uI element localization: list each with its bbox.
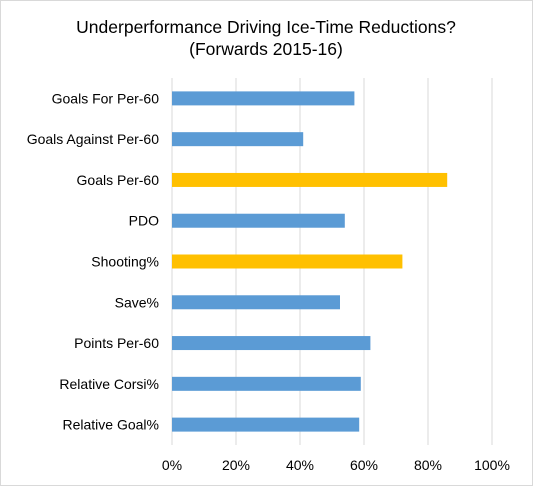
x-tick-labels: 0% 20% 40% 60% 80% 100% [162, 457, 510, 473]
x-tick-label: 40% [286, 457, 314, 473]
x-tick-label: 80% [414, 457, 442, 473]
category-labels: Goals For Per-60 Goals Against Per-60 Goal… [27, 90, 160, 432]
bar [172, 91, 355, 106]
bar [172, 376, 361, 391]
x-tick-label: 20% [222, 457, 250, 473]
category-label: Save% [115, 294, 159, 310]
category-label: Relative Goal% [63, 417, 160, 433]
chart-title: Underperformance Driving Ice-Time Reduct… [76, 17, 456, 37]
category-label: Shooting% [91, 254, 159, 270]
bar [172, 213, 345, 228]
bar [172, 295, 340, 310]
bar [172, 336, 371, 351]
bars [172, 91, 448, 432]
category-label: Goals Against Per-60 [27, 131, 160, 147]
chart-subtitle: (Forwards 2015-16) [189, 39, 343, 59]
bar [172, 172, 448, 187]
bar [172, 132, 304, 147]
category-label: Goals For Per-60 [52, 90, 160, 106]
x-tick-label: 0% [162, 457, 182, 473]
category-label: PDO [129, 213, 159, 229]
bar [172, 254, 403, 269]
x-tick-label: 100% [474, 457, 510, 473]
category-label: Points Per-60 [74, 335, 159, 351]
category-label: Relative Corsi% [59, 376, 159, 392]
category-label: Goals Per-60 [77, 172, 160, 188]
x-tick-label: 60% [350, 457, 378, 473]
bar [172, 417, 360, 432]
